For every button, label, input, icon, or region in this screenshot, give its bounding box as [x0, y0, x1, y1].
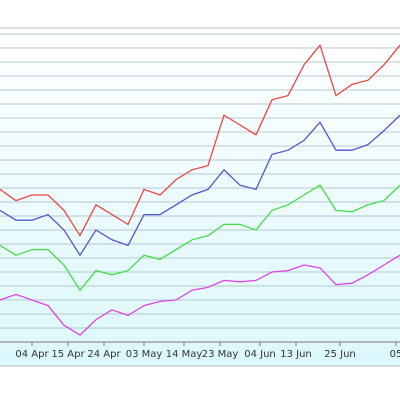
series-line	[0, 114, 400, 257]
x-tick-label: 25 Jun	[324, 349, 356, 360]
series-line	[0, 184, 400, 292]
lines	[0, 43, 400, 336]
series-line	[0, 43, 400, 237]
x-tick-label: 04 Apr	[15, 349, 49, 360]
grid	[0, 33, 400, 343]
x-tick-label: 13 Jun	[280, 349, 312, 360]
series-line	[0, 254, 400, 336]
plot-background	[0, 27, 400, 367]
x-axis: 04 Apr 15 Apr 24 Apr 03 May 14 May 23 May 04 J…	[0, 341, 400, 360]
x-tick-label: 14 May	[166, 349, 203, 360]
x-tick-label: 05	[390, 349, 400, 360]
x-tick-label: 03 May	[126, 349, 163, 360]
x-tick-label: 15 Apr	[51, 349, 85, 360]
x-tick-label: 04 Jun	[244, 349, 276, 360]
x-tick-label: 24 Apr	[87, 349, 121, 360]
x-tick-label: 23 May	[202, 349, 239, 360]
